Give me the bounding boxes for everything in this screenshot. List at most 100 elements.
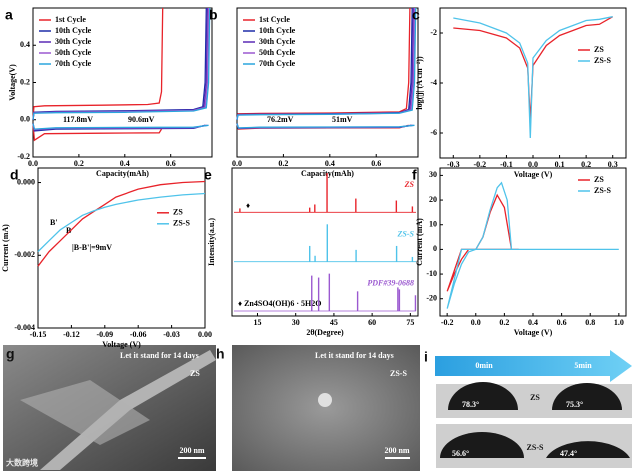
time-arrow: [435, 350, 632, 382]
legend-label: 50th Cycle: [259, 48, 296, 57]
y-tick-label: -6: [430, 128, 437, 137]
x-tick-label: 15: [253, 318, 261, 327]
flake: [20, 380, 150, 445]
x-tick-label: 45: [330, 318, 338, 327]
contact-angle: 78.3°: [462, 400, 479, 409]
y-axis-label: Voltage(V): [8, 64, 17, 101]
annotation: ♦ Zn4SO4(OH)6 · 5H2O: [238, 299, 321, 308]
annotation: 51mV: [332, 115, 353, 124]
legend-label: 10th Cycle: [55, 26, 92, 35]
panel-label: a: [5, 7, 13, 23]
x-tick-label: 60: [368, 318, 376, 327]
y-tick-label: 10: [429, 220, 437, 229]
y-tick-label: 0.0: [20, 115, 30, 124]
panel-label: f: [412, 167, 417, 183]
legend-label: 50th Cycle: [55, 48, 92, 57]
x-tick-label: 75: [406, 318, 414, 327]
y-tick-label: 20: [429, 195, 437, 204]
sample-label: ZS: [190, 369, 200, 378]
x-tick-label: -0.12: [63, 330, 80, 339]
y-tick-label: 0.4: [20, 40, 30, 49]
x-tick-label: 1.0: [614, 318, 624, 327]
x-tick-label: 0.0: [471, 318, 481, 327]
y-tick-label: 30: [429, 170, 437, 179]
time-label: 5min: [574, 361, 592, 370]
legend-label: 1st Cycle: [55, 15, 86, 24]
legend-label: ZS: [594, 45, 604, 54]
x-tick-label: 0.1: [555, 160, 565, 169]
legend-label: ZS: [594, 175, 604, 184]
annotation: ♦: [246, 201, 250, 210]
x-axis-label: Voltage (V): [514, 328, 553, 337]
legend-label: 30th Cycle: [55, 37, 92, 46]
series-label: ZS-S: [397, 229, 415, 238]
plot-frame: [37, 167, 206, 329]
y-axis-label: Current (mA): [1, 224, 10, 272]
y-axis-label: log(|j| (A cm⁻²)): [415, 56, 424, 110]
series-line: [37, 180, 206, 267]
x-tick-label: -0.03: [163, 330, 180, 339]
x-axis-label: Voltage (V): [514, 170, 553, 179]
x-tick-label: 0.2: [499, 318, 509, 327]
y-tick-label: -0.2: [17, 152, 30, 161]
y-tick-label: -0.004: [14, 323, 35, 332]
x-tick-label: -0.1: [500, 160, 513, 169]
x-tick-label: 0.2: [278, 159, 288, 168]
y-axis-label: Current (mA): [415, 218, 424, 266]
plot-frame: [236, 7, 419, 158]
scale-label: 200 nm: [384, 446, 409, 455]
sample-label: ZS-S: [390, 369, 407, 378]
x-tick-label: -0.2: [474, 160, 487, 169]
contact-angle: 47.4°: [560, 449, 577, 458]
x-tick-label: 0.4: [325, 159, 335, 168]
panel-label: d: [10, 167, 19, 183]
series-label: ZS: [404, 180, 415, 189]
y-tick-label: 0.000: [17, 177, 35, 186]
series-line: [236, 7, 417, 129]
series-line: [446, 181, 619, 309]
particle: [318, 393, 332, 407]
x-tick-label: 30: [292, 318, 300, 327]
y-tick-label: 0.2: [20, 77, 30, 86]
droplet: [546, 441, 630, 458]
annotation: 76.2mV: [267, 115, 294, 124]
plot-frame: [231, 167, 419, 317]
legend-label: 10th Cycle: [259, 26, 296, 35]
plot-frame: [439, 7, 627, 159]
caption: Let it stand for 14 days: [120, 351, 199, 360]
y-tick-label: -4: [430, 78, 437, 87]
x-axis-label: Voltage (V): [102, 340, 141, 349]
sample-label: ZS: [530, 393, 540, 402]
panel-label: b: [209, 7, 218, 23]
legend-label: 30th Cycle: [259, 37, 296, 46]
x-tick-label: 0.3: [608, 160, 618, 169]
droplet: [448, 382, 518, 410]
x-tick-label: 0.0: [528, 160, 538, 169]
annotation: B': [50, 218, 58, 227]
y-tick-label: -10: [426, 269, 437, 278]
legend-label: 70th Cycle: [55, 59, 92, 68]
y-tick-label: 0: [433, 244, 437, 253]
legend-label: ZS-S: [594, 56, 611, 65]
x-tick-label: 0.6: [557, 318, 567, 327]
sample-label: ZS-S: [527, 443, 544, 452]
contact-angle: 75.3°: [566, 400, 583, 409]
x-tick-label: 0.6: [166, 159, 176, 168]
x-tick-label: 0.4: [120, 159, 130, 168]
annotation: B: [66, 226, 72, 235]
scale-label: 200 nm: [179, 446, 204, 455]
legend-label: ZS-S: [594, 186, 611, 195]
x-tick-label: 0.0: [28, 159, 38, 168]
droplet: [440, 432, 524, 458]
time-label: 0min: [475, 361, 493, 370]
x-tick-label: 0.0: [232, 159, 242, 168]
y-tick-label: -0.002: [14, 250, 35, 259]
panel-label: e: [204, 167, 212, 183]
x-tick-label: 0.6: [371, 159, 381, 168]
x-tick-label: 0.00: [198, 330, 212, 339]
panel-label: h: [216, 346, 225, 362]
x-tick-label: -0.3: [447, 160, 460, 169]
annotation: 117.8mV: [63, 115, 93, 124]
x-tick-label: -0.2: [441, 318, 454, 327]
